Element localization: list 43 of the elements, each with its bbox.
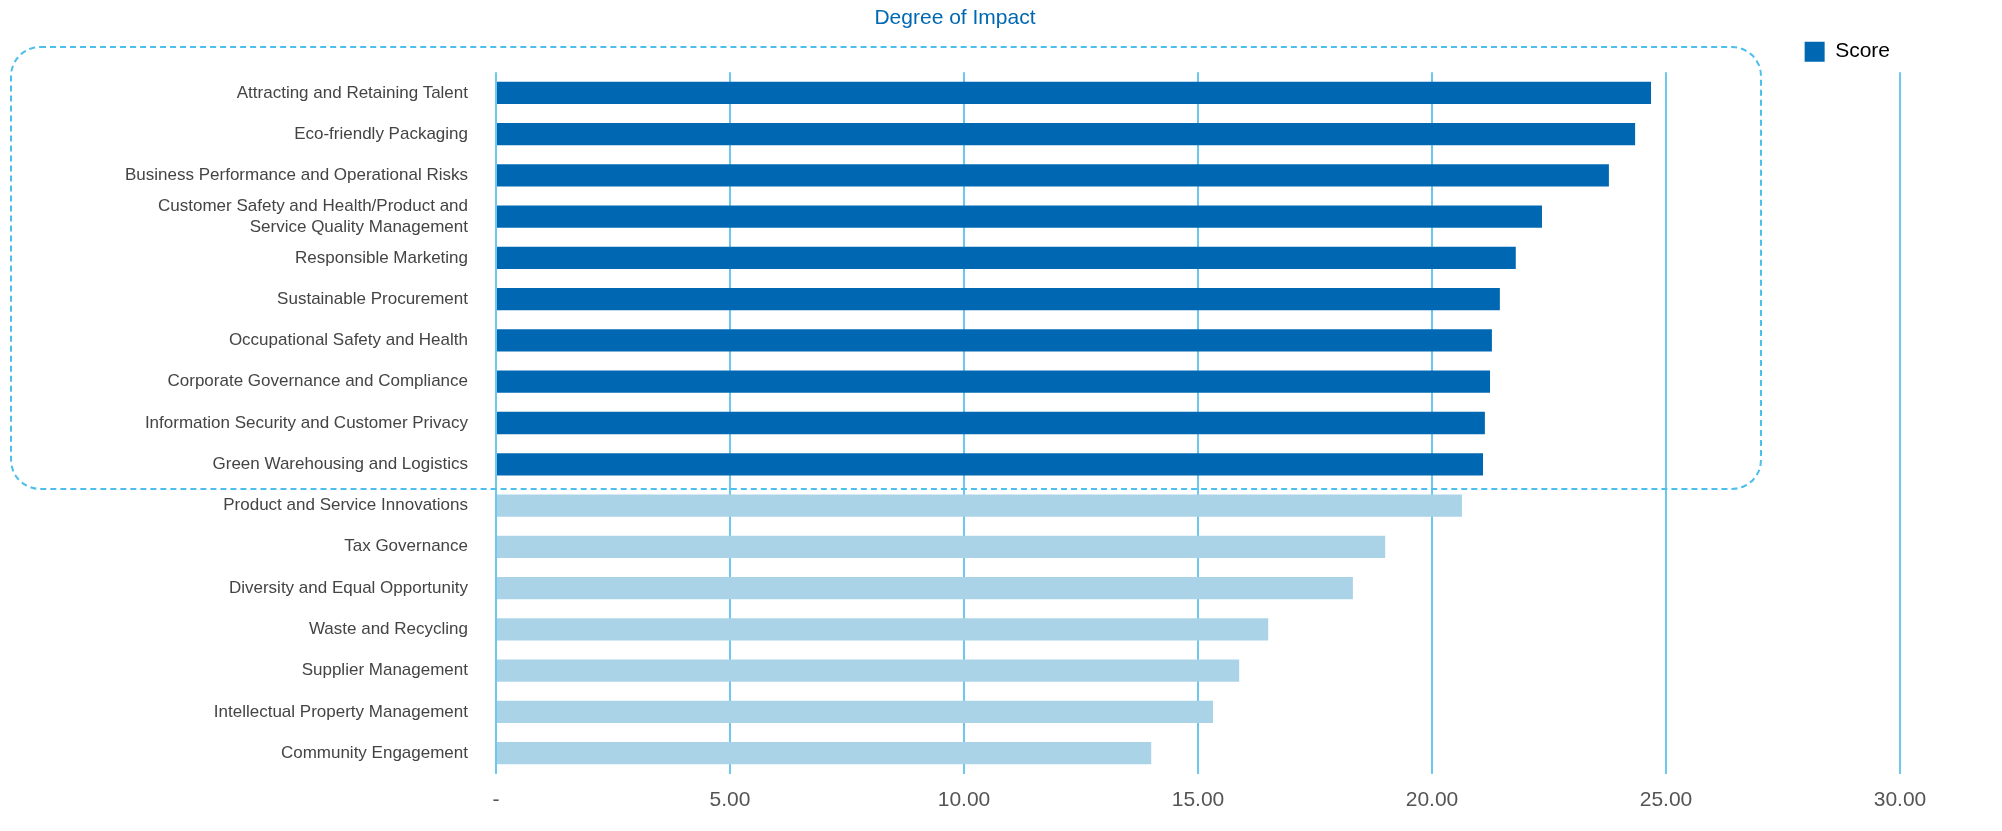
bar xyxy=(497,329,1492,352)
bar xyxy=(497,494,1462,517)
chart-title: Degree of Impact xyxy=(874,5,1036,29)
bar xyxy=(497,246,1516,270)
y-tick-label: Responsible Marketing xyxy=(295,247,468,267)
y-tick-label: Sustainable Procurement xyxy=(277,288,469,308)
x-tick-label: - xyxy=(492,787,500,811)
y-tick-label: Green Warehousing and Logistics xyxy=(212,453,468,473)
y-tick-label: Supplier Management xyxy=(301,660,469,680)
y-tick-label: Business Performance and Operational Risks xyxy=(125,165,468,185)
x-tick-label: 25.00 xyxy=(1639,787,1693,811)
y-tick-label: Waste and Recycling xyxy=(308,619,468,639)
bar xyxy=(497,659,1240,682)
bar xyxy=(497,122,1636,146)
bar xyxy=(497,618,1269,641)
x-tick-label: 15.00 xyxy=(1171,787,1225,811)
y-tick-label: Product and Service Innovations xyxy=(223,495,468,515)
bar xyxy=(497,164,1609,187)
x-tick-label: 30.00 xyxy=(1873,787,1927,811)
bar xyxy=(497,700,1213,724)
bar xyxy=(497,81,1652,104)
x-tick-label: 20.00 xyxy=(1405,787,1459,811)
y-tick-label: Tax Governance xyxy=(344,536,468,556)
bar xyxy=(497,288,1500,311)
y-tick-label: Attracting and Retaining Talent xyxy=(236,82,469,102)
bar xyxy=(497,576,1353,600)
bar xyxy=(497,535,1386,558)
bar xyxy=(497,205,1542,228)
y-tick-label: Corporate Governance and Compliance xyxy=(167,371,468,391)
y-tick-label: Community Engagement xyxy=(280,742,469,762)
y-tick-label: Information Security and Customer Privacy xyxy=(144,412,469,432)
bar xyxy=(497,370,1491,393)
bar xyxy=(497,742,1152,765)
bar xyxy=(497,411,1485,435)
y-tick-label: Intellectual Property Management xyxy=(213,701,469,721)
y-tick-label: Diversity and Equal Opportunity xyxy=(228,577,469,597)
y-tick-label: Eco-friendly Packaging xyxy=(294,123,468,143)
legend-label: Score xyxy=(1835,38,1890,62)
y-tick-label: Occupational Safety and Health xyxy=(228,330,468,350)
x-tick-label: 5.00 xyxy=(709,787,751,811)
bar xyxy=(497,453,1484,476)
y-tick-label: Customer Safety and Health/Product and Service Quality Management xyxy=(158,196,469,236)
x-tick-label: 10.00 xyxy=(937,787,991,811)
